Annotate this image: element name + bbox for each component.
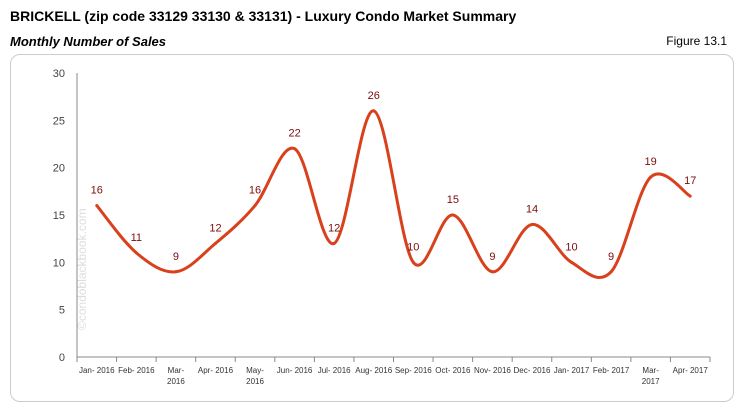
x-tick-label: Aug- 2016 [355, 366, 392, 375]
data-label: 10 [565, 241, 577, 253]
data-label: 9 [608, 251, 614, 263]
data-label: 16 [91, 185, 103, 197]
x-tick-label: Mar-2017 [642, 366, 660, 386]
data-label: 16 [249, 185, 261, 197]
x-tick-label: Mar-2016 [167, 366, 185, 386]
x-tick-label: Feb- 2017 [593, 366, 630, 375]
x-tick-label: May-2016 [246, 366, 264, 386]
x-tick-label: Jul- 2016 [318, 366, 351, 375]
x-tick-label: Apr- 2017 [673, 366, 709, 375]
data-label: 14 [526, 203, 538, 215]
data-point [253, 204, 257, 208]
data-label: 10 [407, 241, 419, 253]
figure-number: Figure 13.1 [666, 34, 727, 48]
x-tick-label: Sep- 2016 [395, 366, 432, 375]
data-point [570, 260, 574, 264]
chart-subtitle: Monthly Number of Sales [10, 34, 167, 49]
y-tick-label: 5 [59, 305, 65, 317]
x-tick-label: Apr- 2016 [198, 366, 234, 375]
x-tick-label: Feb- 2016 [118, 366, 155, 375]
data-point [649, 175, 653, 179]
data-point [490, 270, 494, 274]
data-label: 22 [288, 128, 300, 140]
watermark: ©condoblackbook.com [75, 208, 89, 330]
data-label: 9 [489, 251, 495, 263]
y-tick-label: 30 [53, 68, 65, 80]
x-tick-label: Oct- 2016 [435, 366, 471, 375]
y-tick-label: 25 [53, 115, 65, 127]
x-tick-label: Jan- 2016 [79, 366, 115, 375]
data-label: 19 [645, 156, 657, 168]
data-label: 12 [328, 222, 340, 234]
x-tick-label: Nov- 2016 [474, 366, 511, 375]
data-label: 17 [684, 175, 696, 187]
data-label: 15 [447, 194, 459, 206]
chart-frame [10, 54, 734, 402]
data-point [332, 241, 336, 245]
data-label: 9 [173, 251, 179, 263]
y-tick-label: 20 [53, 163, 65, 175]
y-tick-label: 15 [53, 210, 65, 222]
chart-title: BRICKELL (zip code 33129 33130 & 33131) … [10, 8, 517, 24]
data-point [411, 260, 415, 264]
data-point [174, 270, 178, 274]
data-label: 26 [368, 90, 380, 102]
x-tick-label: Dec- 2016 [514, 366, 551, 375]
data-point [688, 194, 692, 198]
y-tick-label: 10 [53, 257, 65, 269]
data-point [95, 204, 99, 208]
data-label: 12 [209, 222, 221, 234]
data-point [530, 222, 534, 226]
x-tick-label: Jun- 2016 [277, 366, 313, 375]
x-tick-label: Jan- 2017 [554, 366, 590, 375]
data-point [213, 241, 217, 245]
data-point [134, 251, 138, 255]
y-tick-label: 0 [59, 352, 65, 364]
series-line [95, 109, 692, 279]
data-point [293, 147, 297, 151]
data-point [609, 270, 613, 274]
data-point [451, 213, 455, 217]
data-point [372, 109, 376, 113]
data-label: 11 [131, 232, 142, 244]
